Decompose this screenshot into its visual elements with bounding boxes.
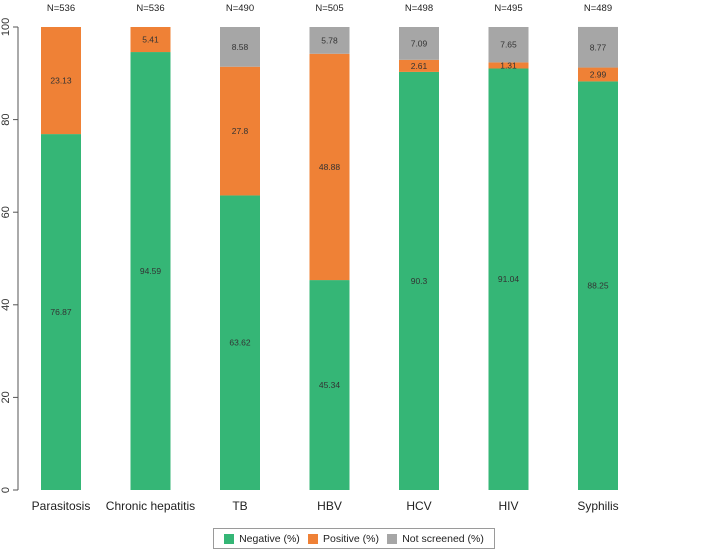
y-tick-label: 20 bbox=[0, 391, 12, 403]
bar-segment-negative bbox=[309, 280, 350, 490]
data-label: 88.25 bbox=[587, 281, 609, 291]
bar-segment-positive bbox=[488, 62, 529, 69]
bar-segment-not-screened bbox=[488, 27, 529, 63]
bar-segment-negative bbox=[578, 81, 618, 490]
data-label: 63.62 bbox=[229, 338, 251, 348]
n-label: N=498 bbox=[405, 3, 433, 14]
y-tick-label: 0 bbox=[0, 487, 12, 493]
n-label: N=495 bbox=[494, 3, 522, 14]
data-label: 7.09 bbox=[411, 38, 428, 48]
y-tick-label: 80 bbox=[0, 113, 12, 125]
n-label: N=536 bbox=[47, 3, 75, 14]
bar-segment-positive bbox=[220, 66, 260, 196]
legend-swatch-positive bbox=[307, 533, 318, 544]
bar-segment-negative bbox=[220, 195, 260, 491]
data-label: 48.88 bbox=[319, 162, 341, 172]
data-label: 91.04 bbox=[498, 274, 520, 284]
category-label: TB bbox=[232, 499, 247, 513]
legend-item-negative: Negative (%) bbox=[224, 533, 300, 545]
data-label: 1.31 bbox=[500, 60, 517, 70]
data-label: 8.58 bbox=[232, 42, 249, 52]
n-label: N=490 bbox=[226, 3, 254, 14]
legend-label-not-screened: Not screened (%) bbox=[402, 532, 484, 545]
legend-swatch-negative bbox=[224, 533, 235, 544]
y-tick-label: 100 bbox=[0, 18, 12, 36]
bar-segment-negative bbox=[41, 134, 81, 490]
category-label: Parasitosis bbox=[32, 499, 91, 513]
category-label: HIV bbox=[498, 499, 518, 513]
data-label: 2.61 bbox=[411, 61, 428, 71]
category-label: Chronic hepatitis bbox=[106, 499, 195, 513]
bar-segment-positive bbox=[309, 53, 350, 281]
bar-segment-not-screened bbox=[578, 26, 618, 68]
bar-segment-positive bbox=[41, 27, 81, 135]
data-label: 8.77 bbox=[590, 42, 607, 52]
data-label: 90.3 bbox=[411, 276, 428, 286]
bar-segment-positive bbox=[578, 67, 618, 82]
bar-segment-positive bbox=[130, 27, 171, 53]
data-label: 27.8 bbox=[232, 126, 249, 136]
legend-label-positive: Positive (%) bbox=[322, 532, 379, 545]
bar-segment-negative bbox=[488, 68, 529, 490]
bar-segment-negative bbox=[399, 71, 439, 490]
category-label: HCV bbox=[406, 499, 431, 513]
data-label: 7.65 bbox=[500, 40, 517, 50]
data-label: 5.78 bbox=[321, 35, 338, 45]
data-label: 5.41 bbox=[142, 35, 159, 45]
y-tick-label: 60 bbox=[0, 206, 12, 218]
stacked-bar-chart: 0 20 40 60 80 100 76.87 23.13 N=536 Parasitosis 9… bbox=[0, 3, 619, 513]
legend-swatch-not-screened bbox=[387, 533, 398, 544]
category-label: Syphilis bbox=[577, 499, 618, 513]
data-label: 76.87 bbox=[50, 307, 72, 317]
legend-item-positive: Positive (%) bbox=[307, 532, 379, 545]
legend-label-negative: Negative (%) bbox=[239, 532, 300, 545]
category-label: HBV bbox=[317, 499, 342, 513]
data-label: 23.13 bbox=[50, 76, 72, 86]
n-label: N=505 bbox=[315, 3, 343, 14]
legend: Negative (%) Positive (%) Not screened (… bbox=[213, 528, 495, 549]
bar-segment-negative bbox=[130, 52, 171, 490]
bar-segment-not-screened bbox=[309, 27, 350, 54]
data-label: 2.99 bbox=[590, 69, 607, 79]
data-label: 45.34 bbox=[319, 380, 341, 390]
bar-segment-not-screened bbox=[220, 27, 260, 67]
bar-segment-positive bbox=[399, 59, 439, 72]
data-label: 94.59 bbox=[140, 266, 162, 276]
legend-item-not-screened: Not screened (%) bbox=[387, 533, 484, 545]
y-tick-label: 40 bbox=[0, 299, 12, 311]
bar-segment-not-screened bbox=[399, 27, 439, 60]
n-label: N=489 bbox=[584, 3, 612, 14]
n-label: N=536 bbox=[136, 3, 164, 14]
